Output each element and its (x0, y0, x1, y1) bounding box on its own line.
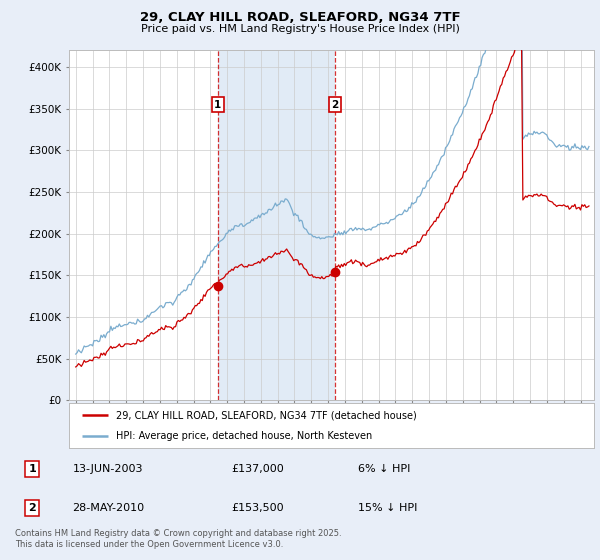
Text: 1: 1 (28, 464, 36, 474)
Text: 29, CLAY HILL ROAD, SLEAFORD, NG34 7TF (detached house): 29, CLAY HILL ROAD, SLEAFORD, NG34 7TF (… (116, 410, 417, 421)
Bar (218, 50, 335, 400)
Text: £153,500: £153,500 (231, 503, 284, 513)
Text: 1: 1 (214, 100, 221, 110)
Text: 6% ↓ HPI: 6% ↓ HPI (358, 464, 410, 474)
Text: 2: 2 (331, 100, 338, 110)
Text: 29, CLAY HILL ROAD, SLEAFORD, NG34 7TF: 29, CLAY HILL ROAD, SLEAFORD, NG34 7TF (140, 11, 460, 24)
Text: HPI: Average price, detached house, North Kesteven: HPI: Average price, detached house, Nort… (116, 431, 373, 441)
Text: 28-MAY-2010: 28-MAY-2010 (73, 503, 145, 513)
Text: Price paid vs. HM Land Registry's House Price Index (HPI): Price paid vs. HM Land Registry's House … (140, 24, 460, 34)
Text: 13-JUN-2003: 13-JUN-2003 (73, 464, 143, 474)
Text: 15% ↓ HPI: 15% ↓ HPI (358, 503, 417, 513)
Text: 2: 2 (28, 503, 36, 513)
Text: Contains HM Land Registry data © Crown copyright and database right 2025.
This d: Contains HM Land Registry data © Crown c… (15, 529, 341, 549)
Text: £137,000: £137,000 (231, 464, 284, 474)
